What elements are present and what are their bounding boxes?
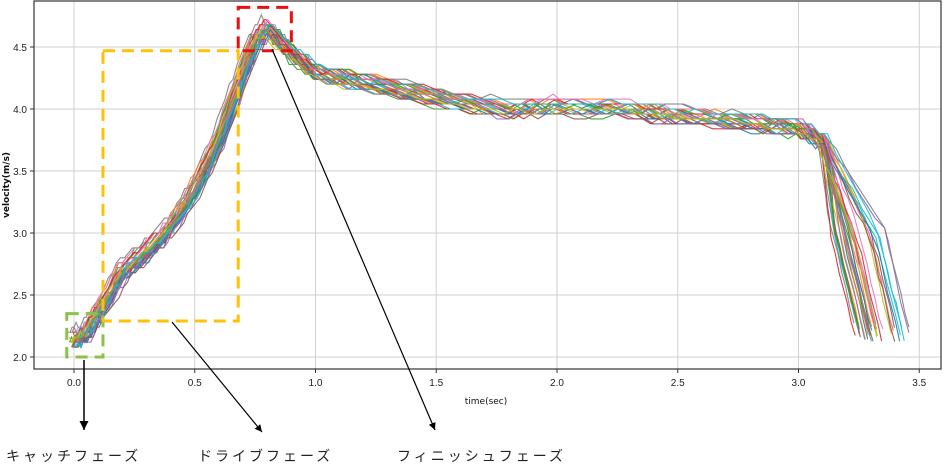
velocity-trace xyxy=(78,24,903,338)
y-tick-label: 3.0 xyxy=(13,229,27,240)
x-tick-label: 0.5 xyxy=(188,378,202,389)
finish-phase-box xyxy=(236,5,293,53)
velocity-trace xyxy=(68,13,855,333)
velocity-trace xyxy=(70,24,859,335)
velocity-trace xyxy=(77,28,869,344)
y-tick-label: 3.5 xyxy=(13,167,27,178)
phase-boxes xyxy=(65,5,293,359)
x-tick-label: 2.5 xyxy=(671,378,685,389)
x-axis-label: time(sec) xyxy=(465,397,508,407)
x-tick-label: 2.0 xyxy=(550,378,564,389)
drive-arrow xyxy=(171,321,263,433)
velocity-trace xyxy=(72,23,895,339)
grid-lines xyxy=(34,1,941,369)
catch-phase-box xyxy=(65,312,105,359)
finish-phase-label: フィニッシュフェーズ xyxy=(397,449,567,465)
velocity-trace xyxy=(70,24,873,333)
velocity-trace xyxy=(70,18,877,333)
x-tick-label: 1.5 xyxy=(429,378,443,389)
finish-arrow xyxy=(271,48,436,431)
y-tick-label: 2.5 xyxy=(13,291,27,302)
x-tick-label: 3.0 xyxy=(792,378,806,389)
velocity-chart: 0.0 0.5 1.0 1.5 2.0 2.5 3.0 3.5 2.0 2.5 3.0 3.5 4.0 4… xyxy=(2,0,942,433)
x-tick-label: 0.0 xyxy=(67,378,81,389)
velocity-trace xyxy=(74,18,875,333)
y-tick-label: 4.5 xyxy=(13,43,27,54)
x-tick-label: 3.5 xyxy=(912,378,926,389)
velocity-traces xyxy=(68,13,910,350)
velocity-trace xyxy=(68,33,878,344)
y-axis-label: velocity(m/s) xyxy=(2,152,12,218)
velocity-trace xyxy=(75,39,905,350)
y-tick-label: 2.0 xyxy=(13,353,27,364)
phase-arrows xyxy=(79,48,436,433)
drive-phase-box xyxy=(101,49,240,323)
drive-phase-label: ドライブフェーズ xyxy=(198,449,334,465)
x-tick-label: 1.0 xyxy=(309,378,323,389)
catch-phase-label: キャッチフェーズ xyxy=(6,449,142,465)
axis-ticks: 0.0 0.5 1.0 1.5 2.0 2.5 3.0 3.5 2.0 2.5 3.0 3.5 4.0 4… xyxy=(13,43,927,389)
y-tick-label: 4.0 xyxy=(13,105,27,116)
velocity-trace xyxy=(79,34,896,344)
plot-frame xyxy=(33,0,942,370)
